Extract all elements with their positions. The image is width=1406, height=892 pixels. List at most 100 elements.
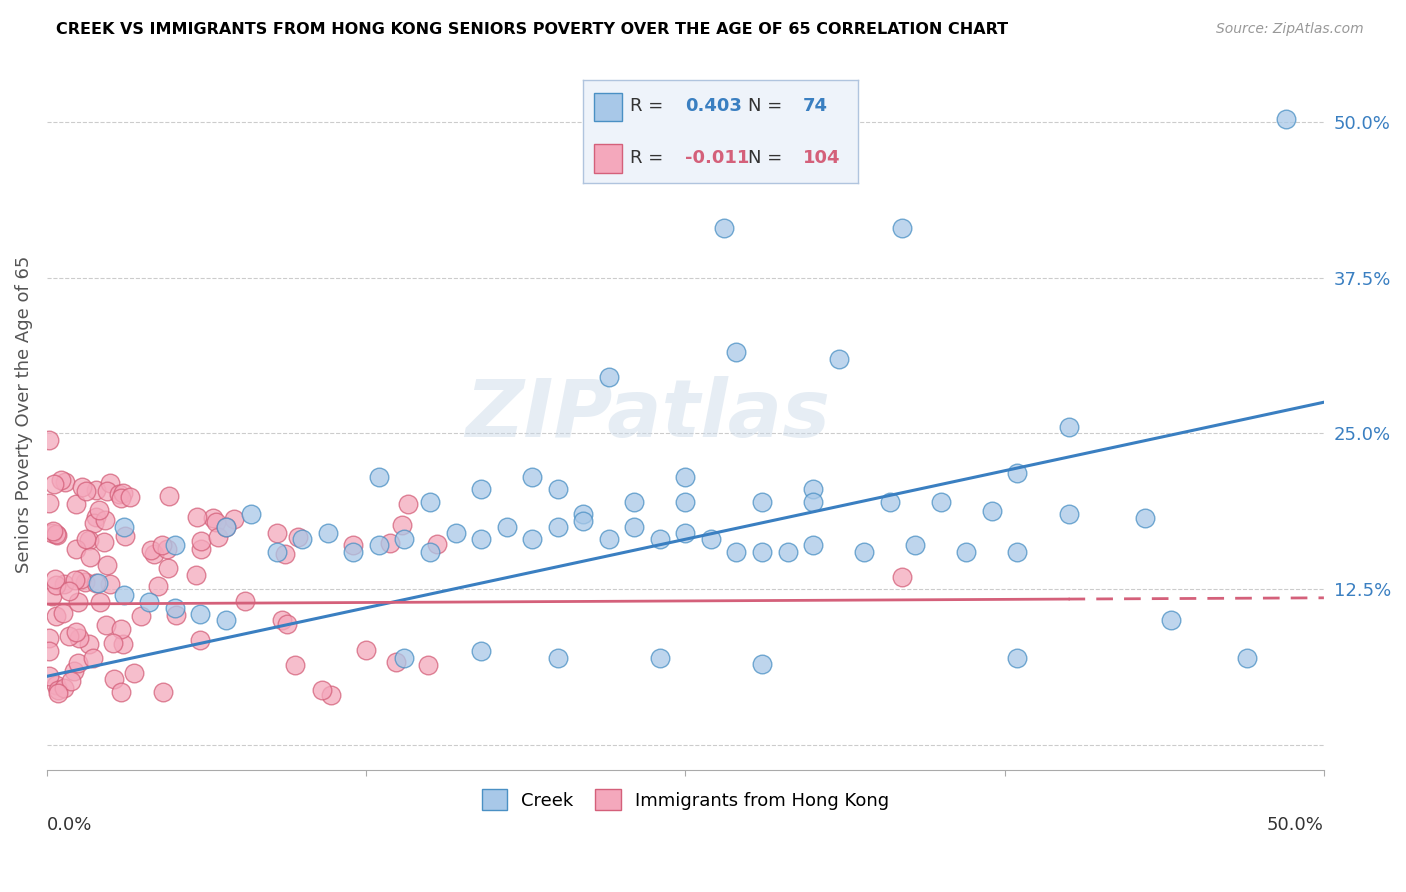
Point	[96, 483, 118, 498]
Point	[75, 533, 97, 547]
Bar	[595, 144, 621, 173]
Text: 0.0%: 0.0%	[46, 816, 93, 834]
Point	[725, 345, 748, 359]
Point	[75, 484, 97, 499]
Point	[1007, 650, 1029, 665]
Point	[143, 548, 166, 562]
Point	[77, 533, 100, 548]
Y-axis label: Seniors Poverty Over the Age of 65: Seniors Poverty Over the Age of 65	[15, 256, 32, 574]
Point	[46, 683, 69, 698]
Point	[62, 664, 84, 678]
Point	[648, 650, 671, 665]
Text: ZIPatlas: ZIPatlas	[464, 376, 830, 454]
Point	[150, 539, 173, 553]
Point	[87, 575, 110, 590]
Point	[378, 536, 401, 550]
Point	[139, 542, 162, 557]
Point	[215, 520, 238, 534]
Text: R =: R =	[630, 149, 664, 167]
Point	[58, 583, 80, 598]
Point	[53, 475, 76, 489]
Point	[67, 632, 90, 646]
Point	[38, 644, 60, 658]
Point	[367, 539, 389, 553]
Point	[879, 495, 901, 509]
Point	[1007, 467, 1029, 481]
Point	[1274, 112, 1296, 127]
Point	[89, 595, 111, 609]
Legend: Creek, Immigrants from Hong Kong: Creek, Immigrants from Hong Kong	[474, 782, 897, 818]
Point	[572, 508, 595, 522]
Point	[1057, 508, 1080, 522]
Point	[904, 539, 927, 553]
Point	[103, 672, 125, 686]
Point	[547, 483, 569, 497]
Point	[470, 644, 492, 658]
Point	[49, 473, 72, 487]
Point	[891, 569, 914, 583]
Point	[416, 658, 439, 673]
Point	[205, 515, 228, 529]
Point	[266, 526, 288, 541]
Point	[110, 622, 132, 636]
Point	[311, 683, 333, 698]
Point	[1133, 511, 1156, 525]
Point	[801, 539, 824, 553]
Point	[367, 470, 389, 484]
Point	[66, 595, 89, 609]
Point	[186, 510, 208, 524]
Point	[266, 545, 288, 559]
Point	[215, 613, 238, 627]
Point	[77, 637, 100, 651]
Point	[110, 491, 132, 505]
Point	[222, 512, 245, 526]
Point	[75, 574, 97, 589]
Point	[673, 470, 696, 484]
Point	[725, 545, 748, 559]
Point	[70, 480, 93, 494]
Point	[94, 617, 117, 632]
Point	[156, 560, 179, 574]
Point	[38, 433, 60, 447]
Point	[146, 579, 169, 593]
Point	[827, 351, 849, 366]
Point	[520, 470, 543, 484]
Point	[287, 530, 309, 544]
Point	[444, 526, 467, 541]
Point	[79, 549, 101, 564]
Point	[63, 573, 86, 587]
Point	[112, 486, 135, 500]
Point	[96, 558, 118, 572]
Point	[751, 545, 773, 559]
Text: N =: N =	[748, 97, 782, 115]
Point	[120, 490, 142, 504]
Point	[65, 625, 87, 640]
Point	[276, 617, 298, 632]
Point	[891, 220, 914, 235]
Point	[1007, 545, 1029, 559]
Point	[394, 533, 416, 547]
Text: 0.403: 0.403	[685, 97, 742, 115]
Bar	[595, 93, 621, 121]
Point	[190, 533, 212, 548]
Point	[45, 578, 67, 592]
Point	[41, 589, 63, 603]
Point	[46, 528, 69, 542]
Point	[98, 475, 121, 490]
Point	[83, 516, 105, 530]
Point	[419, 495, 441, 509]
Point	[391, 517, 413, 532]
Point	[394, 650, 416, 665]
Point	[215, 520, 238, 534]
Point	[38, 496, 60, 510]
Point	[41, 526, 63, 541]
Text: 74: 74	[803, 97, 828, 115]
Point	[354, 643, 377, 657]
Point	[240, 508, 263, 522]
Point	[547, 520, 569, 534]
Point	[93, 535, 115, 549]
Point	[58, 629, 80, 643]
Point	[751, 657, 773, 671]
Point	[112, 588, 135, 602]
Point	[84, 483, 107, 497]
